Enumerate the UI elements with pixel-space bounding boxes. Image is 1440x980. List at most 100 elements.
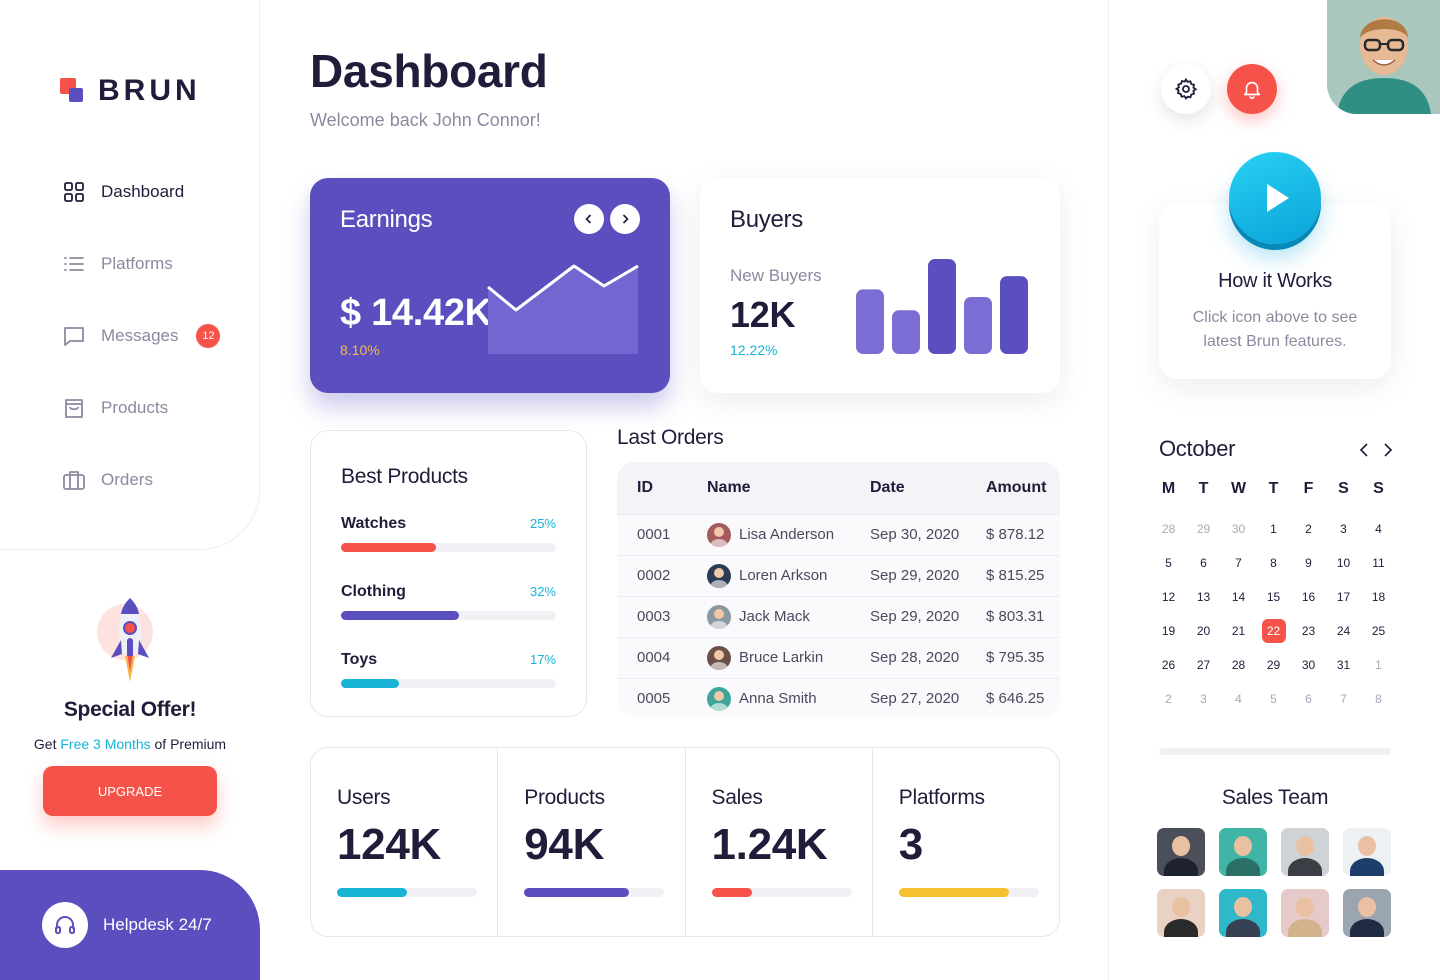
play-video-button[interactable]: [1229, 152, 1321, 244]
calendar-day[interactable]: 3: [1326, 512, 1361, 546]
calendar-day[interactable]: 2: [1291, 512, 1326, 546]
calendar-day[interactable]: 1: [1256, 512, 1291, 546]
team-member-avatar[interactable]: [1343, 889, 1391, 937]
calendar-day[interactable]: 5: [1256, 682, 1291, 716]
team-member-avatar[interactable]: [1219, 828, 1267, 876]
helpdesk-button[interactable]: Helpdesk 24/7: [0, 870, 260, 980]
calendar-day[interactable]: 4: [1361, 512, 1396, 546]
calendar-day-today[interactable]: 22: [1256, 614, 1291, 648]
calendar-day[interactable]: 28: [1221, 648, 1256, 682]
calendar-day[interactable]: 28: [1151, 512, 1186, 546]
earnings-area-chart: [487, 264, 639, 354]
calendar-day[interactable]: 18: [1361, 580, 1396, 614]
day-number: 30: [1231, 522, 1246, 536]
sidebar-item-products[interactable]: Products: [62, 396, 168, 420]
customer-avatar: [707, 522, 731, 547]
how-it-works-text: Click icon above to see latest Brun feat…: [1192, 309, 1358, 350]
team-member-avatar[interactable]: [1281, 828, 1329, 876]
table-row[interactable]: 0003 Jack Mack Sep 29, 2020 $ 803.31: [617, 595, 1060, 637]
calendar-day[interactable]: 9: [1291, 546, 1326, 580]
team-member-avatar[interactable]: [1281, 889, 1329, 937]
stat-value: 3: [898, 820, 923, 869]
calendar-day[interactable]: 17: [1326, 580, 1361, 614]
table-row[interactable]: 0004 Bruce Larkin Sep 28, 2020 $ 795.35: [617, 636, 1060, 678]
order-customer: Anna Smith: [707, 677, 870, 717]
calendar-day[interactable]: 16: [1291, 580, 1326, 614]
sidebar-item-label: Products: [101, 398, 169, 417]
calendar-day[interactable]: 21: [1221, 614, 1256, 648]
brand-logo[interactable]: BRUN: [60, 62, 201, 106]
table-row[interactable]: 0001 Lisa Anderson Sep 30, 2020 $ 878.12: [617, 513, 1060, 555]
table-row[interactable]: 0005 Anna Smith Sep 27, 2020 $ 646.25: [617, 677, 1060, 717]
customer-name: Jack Mack: [739, 607, 810, 625]
calendar-next-button[interactable]: [1377, 440, 1397, 460]
calendar-day[interactable]: 7: [1221, 546, 1256, 580]
upgrade-button[interactable]: UPGRADE: [43, 766, 217, 816]
calendar-day[interactable]: 3: [1186, 682, 1221, 716]
day-number: 18: [1371, 590, 1386, 604]
calendar-day[interactable]: 4: [1221, 682, 1256, 716]
sidebar-item-platforms[interactable]: Platforms: [62, 252, 173, 276]
team-member-avatar[interactable]: [1157, 828, 1205, 876]
calendar-day[interactable]: 23: [1291, 614, 1326, 648]
calendar-day[interactable]: 29: [1186, 512, 1221, 546]
calendar-day[interactable]: 30: [1291, 648, 1326, 682]
table-row[interactable]: 0002 Loren Arkson Sep 29, 2020 $ 815.25: [617, 554, 1060, 596]
calendar-day[interactable]: 12: [1151, 580, 1186, 614]
sidebar-item-orders[interactable]: Orders: [62, 468, 153, 492]
calendar-day[interactable]: 20: [1186, 614, 1221, 648]
calendar-day[interactable]: 5: [1151, 546, 1186, 580]
calendar-day[interactable]: 13: [1186, 580, 1221, 614]
weekday-label: M: [1161, 480, 1176, 497]
calendar-day[interactable]: 7: [1326, 682, 1361, 716]
buyers-bar: [1000, 276, 1028, 354]
team-member-avatar[interactable]: [1343, 828, 1391, 876]
calendar-day[interactable]: 25: [1361, 614, 1396, 648]
product-progress-fill: [341, 611, 460, 620]
column-header-id[interactable]: ID: [617, 462, 707, 514]
calendar-day[interactable]: 15: [1256, 580, 1291, 614]
calendar-day[interactable]: 30: [1221, 512, 1256, 546]
calendar-day[interactable]: 29: [1256, 648, 1291, 682]
calendar-day[interactable]: 14: [1221, 580, 1256, 614]
calendar-day[interactable]: 11: [1361, 546, 1396, 580]
brand-name: BRUN: [98, 74, 201, 107]
earnings-next-button[interactable]: [610, 204, 640, 234]
calendar-day[interactable]: 8: [1256, 546, 1291, 580]
calendar-day[interactable]: 2: [1151, 682, 1186, 716]
customer-name: Lisa Anderson: [739, 525, 835, 543]
column-header-date[interactable]: Date: [870, 462, 986, 514]
day-number: 5: [1270, 692, 1277, 706]
sidebar: BRUN Dashboard Platforms Messages 12 Pro…: [0, 0, 260, 550]
team-member-avatar[interactable]: [1157, 889, 1205, 937]
column-header-amount[interactable]: Amount: [986, 462, 1060, 514]
calendar-day[interactable]: 24: [1326, 614, 1361, 648]
calendar-day[interactable]: 26: [1151, 648, 1186, 682]
day-number: 5: [1165, 556, 1172, 570]
team-member-avatar[interactable]: [1219, 889, 1267, 937]
day-number: 17: [1336, 590, 1351, 604]
notifications-button[interactable]: [1227, 64, 1277, 114]
calendar-day[interactable]: 6: [1291, 682, 1326, 716]
list-icon: [64, 257, 84, 271]
chevron-left-icon: [585, 214, 592, 224]
product-progress-bar: [341, 543, 556, 552]
welcome-message: Welcome back John Connor!: [310, 110, 541, 130]
sidebar-item-dashboard[interactable]: Dashboard: [62, 180, 184, 204]
calendar-day[interactable]: 1: [1361, 648, 1396, 682]
day-number: 8: [1375, 692, 1382, 706]
user-avatar[interactable]: [1327, 0, 1440, 114]
calendar-day[interactable]: 6: [1186, 546, 1221, 580]
helpdesk-label: Helpdesk 24/7: [103, 915, 212, 934]
settings-button[interactable]: [1161, 64, 1211, 114]
day-number: 13: [1196, 590, 1211, 604]
calendar-day[interactable]: 27: [1186, 648, 1221, 682]
calendar-prev-button[interactable]: [1355, 440, 1375, 460]
sidebar-item-messages[interactable]: Messages 12: [62, 324, 221, 348]
calendar-day[interactable]: 8: [1361, 682, 1396, 716]
calendar-day[interactable]: 31: [1326, 648, 1361, 682]
column-header-name[interactable]: Name: [707, 462, 870, 514]
earnings-prev-button[interactable]: [574, 204, 604, 234]
calendar-day[interactable]: 19: [1151, 614, 1186, 648]
calendar-day[interactable]: 10: [1326, 546, 1361, 580]
